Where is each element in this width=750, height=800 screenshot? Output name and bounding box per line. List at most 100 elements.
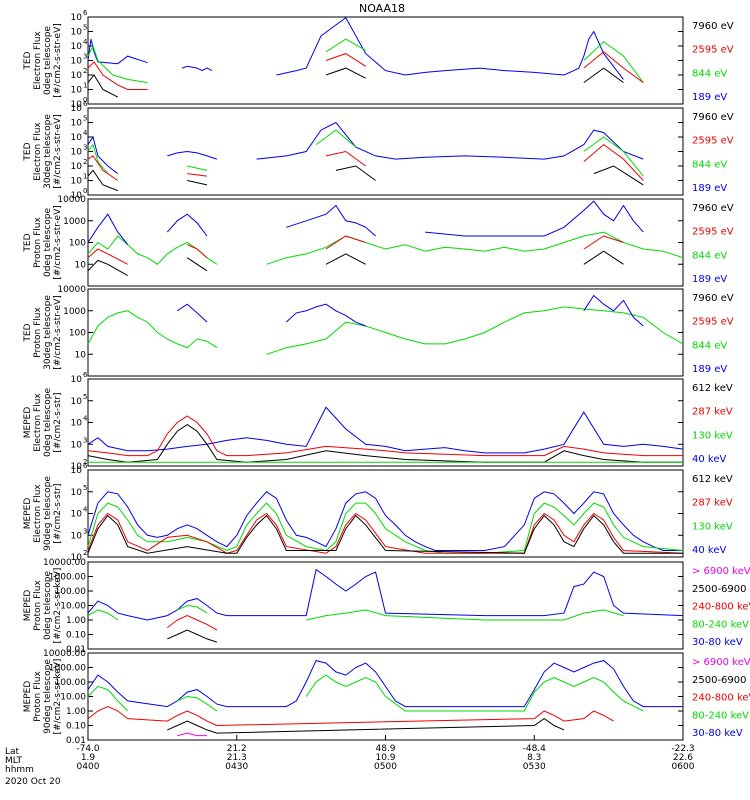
y-label-line: 90deg telescope [43,659,53,734]
y-tick-exponent: 4 [83,415,88,423]
legend-entry: 287 keV [692,498,733,509]
series-line [87,231,684,265]
legend-entry: 844 eV [692,340,727,351]
y-tick-label: 0.01 [66,645,86,655]
series-line [87,423,683,463]
series-line [166,615,218,631]
legend-entry: 189 eV [692,183,727,194]
y-tick-exponent: 4 [83,506,88,514]
y-tick-exponent: 6 [83,9,88,17]
y-tick-label: 10 [71,133,83,143]
y-tick-label: 10 [71,148,83,158]
mlt-label: 1.9 [81,753,96,763]
series-line [87,306,684,355]
y-label-line: MEPED [23,590,33,622]
series-line [87,706,614,727]
y-label-line: 0deg telescope [43,571,53,641]
y-label-line: 0deg telescope [43,208,53,278]
y-label-line: 30deg telescope [43,295,53,370]
y-tick-exponent: 4 [83,129,88,137]
y-tick-label: 10 [71,57,83,67]
y-axis-label: TED Electron Flux 30deg telescope [#/cm2-s-… [23,114,63,189]
y-tick-label: 100.00 [55,587,87,597]
y-tick-label: 10 [71,28,83,38]
y-axis-label: TED Proton Flux 0deg telescope [#/cm2-s-str… [23,205,63,280]
y-tick-label: 10 [71,177,83,187]
y-label-line: Proton Flux [33,671,43,722]
y-label-line: Electron Flux [33,122,43,181]
hhmm-label: 0430 [225,762,248,772]
y-tick-label: 10 [71,375,83,385]
y-tick-label: 0.10 [66,631,86,641]
y-tick-exponent: 5 [83,484,87,492]
panel-7: 0.010.101.0010.00100.001000.0010000.00ME… [23,558,750,655]
y-label-line: TED [23,51,33,70]
legend-entry: 2500-6900 [692,675,747,686]
series-line [87,674,644,712]
chart-title: NOAA18 [359,2,405,15]
y-axis-label: MEPED Proton Flux 0deg telescope [#/cm2-s-s… [23,568,63,644]
legend-entry: 40 keV [692,454,726,465]
y-tick-label: 10.00 [60,602,86,612]
y-tick-exponent: 5 [83,393,87,401]
y-label-line: [#/cm2-s-str] [53,483,63,543]
y-tick-label: 10 [71,13,83,23]
y-tick-label: 10 [71,531,83,541]
y-tick-label: 0.01 [66,736,86,746]
y-tick-label: 10 [71,42,83,52]
y-tick-exponent: 1 [83,82,87,90]
legend-entry: > 6900 keV [692,566,750,577]
y-axis-label: MEPED Electron Flux 90deg telescope [#/cm2-… [23,476,63,551]
y-tick-label: 100.00 [55,678,87,688]
legend-entry: 612 keV [692,383,733,394]
legend-entry: 189 eV [692,364,727,375]
y-tick-label: 1.00 [66,707,86,717]
y-label-line: Electron Flux [33,31,43,90]
legend-entry: 30-80 keV [692,637,743,648]
series-line [87,514,683,554]
y-tick-label: 1000 [63,217,86,227]
y-tick-label: 1000.00 [49,664,86,674]
series-line [177,294,644,327]
legend-entry: 40 keV [692,545,726,556]
y-tick-label: 10000 [57,285,86,295]
y-label-line: Proton Flux [33,580,43,631]
y-tick-label: 10 [71,119,83,129]
mlt-label: 21.3 [227,753,247,763]
y-label-line: TED [23,323,33,342]
y-tick-label: 10000.00 [43,558,86,568]
series-line [87,604,624,621]
y-axis-label: MEPED Proton Flux 90deg telescope [#/cm2-s-… [23,659,63,735]
y-tick-label: 10.00 [60,693,86,703]
legend-entry: 287 keV [692,407,733,418]
series-line [87,502,684,554]
y-tick-label: 10 [71,191,83,201]
y-tick-label: 10 [75,260,87,270]
lat-label: -22.3 [671,744,694,754]
hhmm-label: 0500 [374,762,397,772]
y-tick-label: 100 [69,239,86,249]
series-line [87,51,644,90]
y-tick-label: 10 [71,440,83,450]
y-tick-label: 1000.00 [49,573,86,583]
y-tick-label: 10000.00 [43,649,86,659]
y-label-line: Proton Flux [33,307,43,358]
y-label-line: [#/cm2-s-str] [53,392,63,452]
lat-label: -48.4 [523,744,547,754]
series-line [87,200,644,245]
y-tick-exponent: 3 [83,436,87,444]
legend-entry: 240-800 keV [692,602,750,613]
legend-entry: 30-80 keV [692,728,743,739]
y-tick-label: 10 [71,510,83,520]
legend-entry: 130 keV [692,521,733,532]
y-tick-label: 10000 [57,195,86,205]
series-line [87,568,684,621]
y-label-line: [#/cm2-s-str-eV] [53,114,63,189]
y-tick-label: 10 [71,71,83,81]
y-label-line: 30deg telescope [43,114,53,189]
y-tick-label: 100 [69,329,86,339]
legend-entry: 80-240 keV [692,619,749,630]
